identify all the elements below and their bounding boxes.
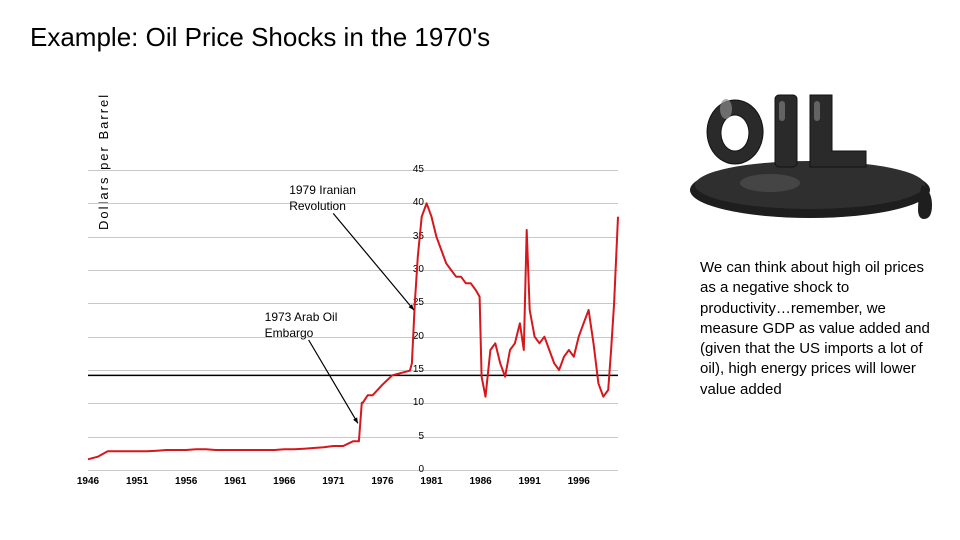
annotation-embargo: 1973 Arab OilEmbargo — [265, 310, 338, 341]
annotation-iranian: 1979 IranianRevolution — [289, 183, 356, 214]
slide-root: Example: Oil Price Shocks in the 1970's — [0, 0, 960, 540]
commentary-text: We can think about high oil prices as a … — [700, 258, 930, 400]
